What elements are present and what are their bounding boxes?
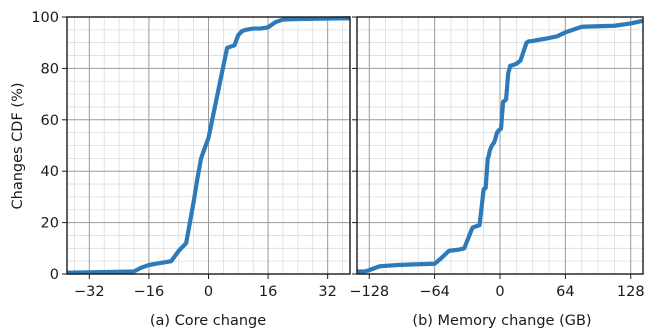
y-tick-label: 40 xyxy=(41,164,59,180)
y-axis-title: Changes CDF (%) xyxy=(10,82,26,209)
x-tick-label: 0 xyxy=(495,284,504,300)
x-tick-label: −128 xyxy=(349,284,389,300)
y-tick-label: 20 xyxy=(41,216,59,232)
x-tick-label: −32 xyxy=(74,284,105,300)
y-tick-label: 0 xyxy=(50,267,59,283)
y-tick-label: 80 xyxy=(41,61,59,77)
x-tick-label: 0 xyxy=(204,284,213,300)
x-axis-title-memory: (b) Memory change (GB) xyxy=(412,313,591,329)
x-axis-title-core: (a) Core change xyxy=(150,313,266,329)
y-tick-label: 100 xyxy=(31,10,59,26)
y-tick-label: 60 xyxy=(41,113,59,129)
x-tick-label: 128 xyxy=(617,284,645,300)
x-tick-label: 16 xyxy=(259,284,277,300)
x-tick-label: −64 xyxy=(419,284,450,300)
x-tick-label: −16 xyxy=(134,284,165,300)
memory-change-panel: −128 −64 0 64 128 xyxy=(349,16,645,300)
core-change-panel: −32 −16 0 16 32 0 20 40 60 80 100 xyxy=(31,10,351,300)
cdf-line-core xyxy=(66,16,351,275)
x-tick-label: 64 xyxy=(556,284,574,300)
cdf-line-memory xyxy=(357,18,644,274)
x-tick-label: 32 xyxy=(318,284,336,300)
